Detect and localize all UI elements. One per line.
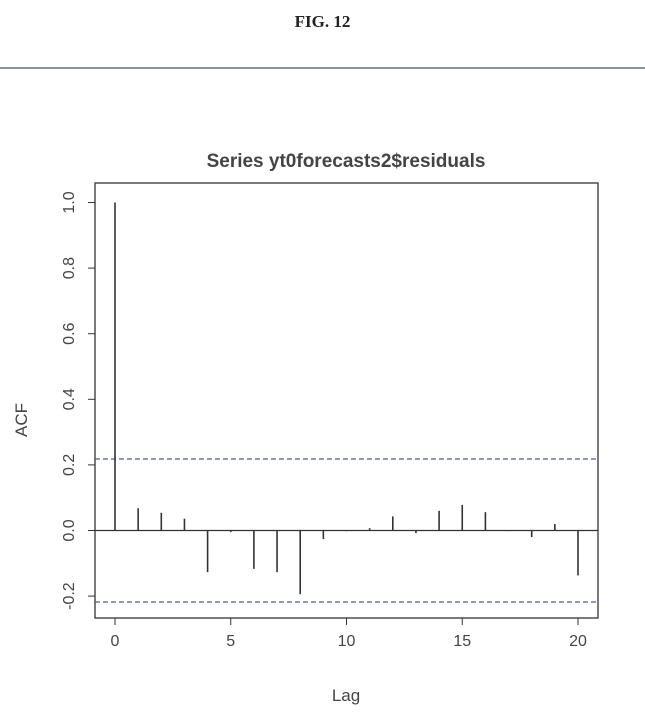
divider: [0, 67, 645, 69]
y-tick-label: 0.8: [61, 257, 78, 279]
y-tick-label: 1.0: [61, 191, 78, 213]
x-tick-label: 10: [338, 633, 356, 650]
figure-label: FIG. 12: [294, 12, 351, 31]
x-tick-label: 15: [453, 633, 471, 650]
y-tick-label: 0.6: [61, 322, 78, 344]
plot-frame: [94, 182, 599, 619]
y-tick-label: -0.2: [61, 582, 78, 610]
x-tick-label: 20: [569, 633, 587, 650]
y-tick-label: 0.0: [61, 519, 78, 541]
chart-title: Series yt0forecasts2$residuals: [207, 151, 486, 172]
y-axis-label: ACF: [12, 403, 31, 437]
x-axis-label: Lag: [332, 686, 360, 705]
y-tick-label: 0.2: [61, 454, 78, 476]
x-tick-label: 5: [226, 633, 235, 650]
x-tick-label: 0: [111, 633, 120, 650]
y-tick-label: 0.4: [61, 388, 78, 410]
